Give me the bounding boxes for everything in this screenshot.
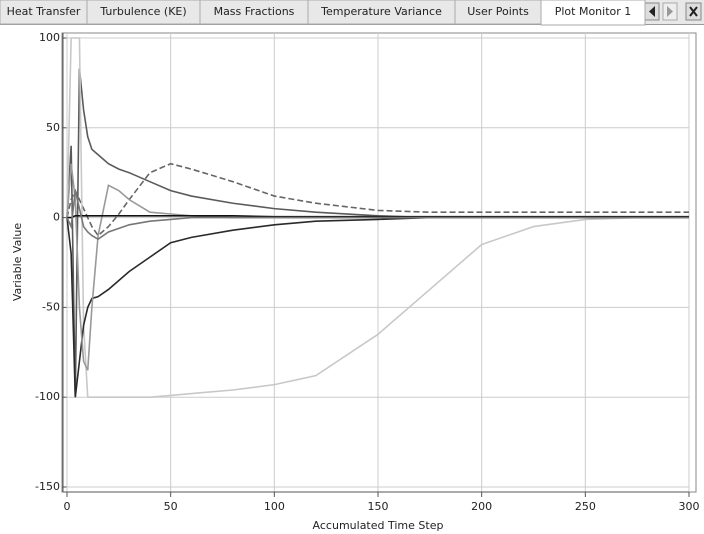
x-tick-label: 250 — [575, 500, 596, 513]
y-tick-label: -150 — [35, 480, 60, 493]
arrow-right-icon — [667, 6, 673, 17]
tab-label: Mass Fractions — [214, 5, 295, 18]
x-tick-label: 0 — [64, 500, 71, 513]
y-tick-label: -100 — [35, 390, 60, 403]
x-tick-label: 150 — [368, 500, 389, 513]
tab-label: User Points — [467, 5, 529, 18]
y-tick-label: 0 — [53, 211, 60, 224]
y-tick-label: 100 — [39, 31, 60, 44]
y-tick-label: 50 — [46, 121, 60, 134]
tab[interactable] — [199, 0, 309, 25]
x-tick-label: 200 — [471, 500, 492, 513]
tab[interactable] — [454, 0, 542, 25]
data-line — [66, 190, 689, 241]
x-axis-label: Accumulated Time Step — [313, 519, 444, 532]
y-axis-label: Variable Value — [11, 223, 24, 301]
tab-label: Heat Transfer — [7, 5, 81, 18]
tab-label: Plot Monitor 1 — [555, 5, 632, 18]
x-tick-label: 100 — [264, 500, 285, 513]
tab-label: Turbulence (KE) — [99, 5, 186, 18]
data-line — [66, 162, 689, 237]
x-tick-label: 50 — [164, 500, 178, 513]
arrow-left-icon — [649, 6, 655, 17]
y-tick-label: -50 — [42, 300, 60, 313]
tab-label: Temperature Variance — [320, 5, 442, 18]
tab[interactable] — [540, 0, 646, 26]
x-tick-label: 300 — [679, 500, 700, 513]
data-line — [67, 215, 689, 219]
tab[interactable] — [307, 0, 456, 25]
plot-frame — [61, 32, 697, 493]
data-line — [66, 37, 689, 399]
close-icon — [689, 6, 698, 17]
